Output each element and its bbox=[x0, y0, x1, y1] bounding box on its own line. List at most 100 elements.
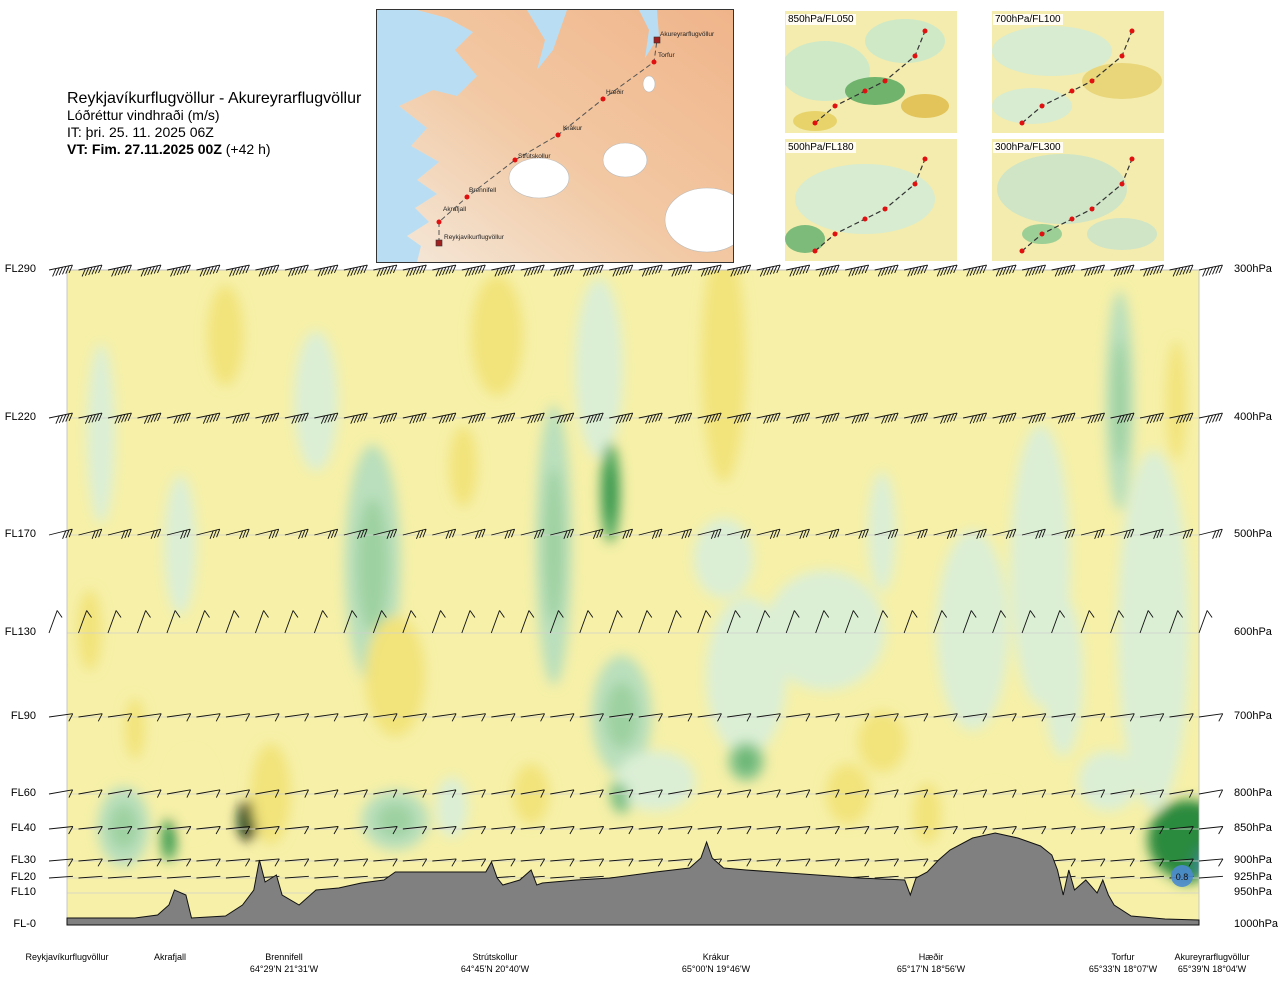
barb-flag bbox=[1205, 267, 1210, 276]
barb-flag bbox=[655, 413, 660, 422]
wind-barb bbox=[815, 789, 840, 798]
wind-barb bbox=[756, 264, 781, 277]
barb-flag bbox=[84, 415, 90, 424]
barb-flag bbox=[776, 789, 781, 798]
barb-shaft bbox=[963, 713, 987, 718]
thumbnail-700hpa[interactable]: 700hPa/FL100 bbox=[992, 11, 1164, 133]
barb-flag bbox=[1100, 826, 1106, 835]
barb-shaft bbox=[668, 826, 693, 830]
barb-shaft bbox=[373, 412, 397, 419]
wind-barb bbox=[196, 610, 210, 634]
barb-flag bbox=[478, 529, 483, 539]
barb-flag bbox=[245, 789, 250, 798]
wind-barb bbox=[933, 610, 948, 634]
barb-shaft bbox=[1139, 528, 1164, 536]
field-blob bbox=[164, 475, 197, 616]
wind-barb bbox=[579, 610, 594, 634]
barb-flag bbox=[127, 858, 133, 867]
barb-flag bbox=[1126, 413, 1132, 422]
fl-tick-label: FL30 bbox=[10, 854, 36, 866]
barb-flag bbox=[599, 412, 604, 422]
barb-flag bbox=[1206, 610, 1213, 618]
barb-flag bbox=[294, 266, 299, 276]
barb-flag bbox=[1159, 529, 1164, 538]
barb-flag bbox=[1159, 826, 1165, 835]
barb-flag bbox=[805, 826, 811, 835]
barb-flag bbox=[481, 264, 486, 274]
wind-barb bbox=[432, 713, 457, 722]
barb-flag bbox=[920, 265, 925, 274]
barb-flag bbox=[599, 826, 605, 835]
barb-flag bbox=[98, 789, 103, 798]
barb-shaft bbox=[1081, 826, 1105, 830]
barb-shaft bbox=[1021, 528, 1046, 536]
barb-flag bbox=[212, 413, 218, 422]
wind-barb bbox=[491, 826, 516, 835]
barb-flag bbox=[121, 414, 126, 423]
barb-shaft bbox=[550, 412, 574, 419]
barb-shaft bbox=[1080, 412, 1105, 419]
barb-flag bbox=[233, 610, 240, 618]
barb-flag bbox=[275, 264, 280, 274]
barb-shaft bbox=[815, 826, 840, 830]
wind-barb bbox=[314, 412, 339, 424]
wind-barb bbox=[255, 826, 280, 835]
barb-flag bbox=[1028, 415, 1033, 424]
barb-flag bbox=[805, 713, 811, 722]
thumbnail-300hpa[interactable]: 300hPa/FL300 bbox=[992, 139, 1164, 261]
barb-shaft bbox=[314, 528, 338, 536]
wind-barb bbox=[166, 610, 181, 634]
barb-flag bbox=[940, 415, 945, 424]
wind-barb bbox=[255, 713, 280, 722]
barb-flag bbox=[1038, 265, 1043, 274]
thumbnail-500hpa[interactable]: 500hPa/FL180 bbox=[785, 139, 957, 261]
barb-shaft bbox=[579, 264, 604, 271]
barb-flag bbox=[533, 266, 539, 275]
wind-barb bbox=[196, 789, 221, 798]
barb-shaft bbox=[196, 264, 221, 271]
barb-shaft bbox=[432, 528, 456, 536]
barb-flag bbox=[746, 789, 752, 798]
wind-barb bbox=[78, 610, 92, 634]
wind-barb bbox=[255, 528, 280, 539]
barb-flag bbox=[533, 530, 538, 539]
wind-barb bbox=[137, 713, 162, 722]
wind-barb bbox=[668, 826, 693, 835]
barb-flag bbox=[294, 414, 299, 424]
barb-flag bbox=[327, 530, 332, 539]
wind-barb bbox=[48, 858, 74, 867]
location-name: Strútskollur bbox=[472, 952, 518, 962]
wind-barb bbox=[196, 713, 221, 722]
barb-shaft bbox=[166, 713, 191, 718]
barb-flag bbox=[858, 530, 863, 539]
barb-flag bbox=[1005, 414, 1010, 423]
barb-shaft bbox=[1169, 528, 1193, 536]
fl-tick-label: FL130 bbox=[4, 626, 36, 638]
wind-barb bbox=[727, 789, 752, 798]
barb-flag bbox=[478, 413, 483, 422]
barb-shaft bbox=[963, 789, 987, 795]
wind-barb bbox=[1198, 789, 1224, 798]
barb-flag bbox=[468, 267, 473, 276]
barb-flag bbox=[953, 713, 958, 722]
barb-flag bbox=[655, 529, 660, 539]
barb-flag bbox=[822, 267, 827, 276]
barb-flag bbox=[1218, 858, 1224, 867]
location-coord: 65°39'N 18°04'W bbox=[1177, 964, 1247, 974]
barb-flag bbox=[674, 267, 679, 276]
thumbnail-850hpa[interactable]: 850hPa/FL050 bbox=[785, 11, 957, 133]
field-blob bbox=[575, 278, 624, 459]
wind-barb bbox=[579, 826, 605, 835]
thumbnail-label: 300hPa/FL300 bbox=[993, 142, 1063, 153]
wind-barb bbox=[107, 264, 132, 277]
wind-barb bbox=[726, 610, 741, 634]
barb-flag bbox=[946, 414, 951, 423]
barb-flag bbox=[687, 713, 693, 722]
barb-flag bbox=[1182, 530, 1187, 539]
barb-flag bbox=[232, 267, 237, 276]
barb-shaft bbox=[756, 858, 781, 862]
barb-shaft bbox=[196, 826, 221, 830]
barb-flag bbox=[946, 530, 951, 539]
barb-shaft bbox=[1080, 789, 1105, 795]
barb-flag bbox=[917, 414, 922, 423]
